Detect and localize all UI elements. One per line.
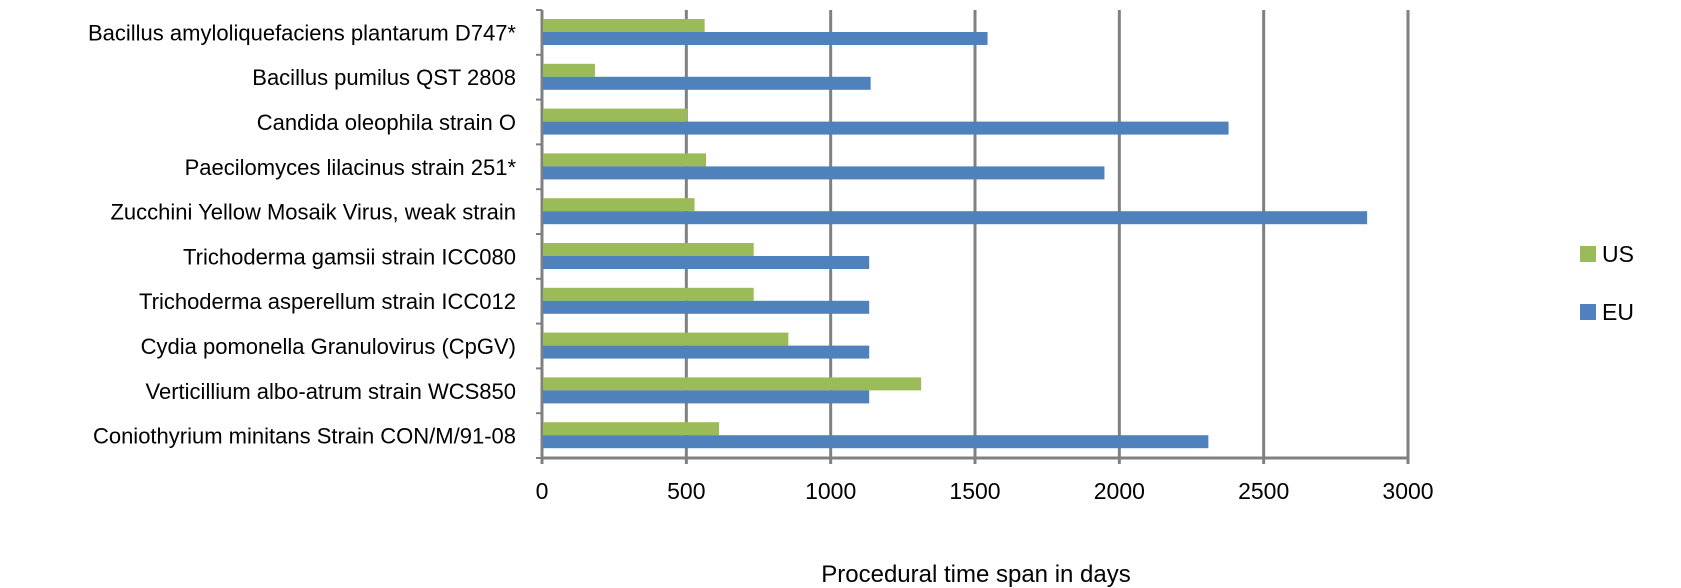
legend-label-us: US	[1602, 241, 1634, 267]
bar-eu-4	[543, 211, 1368, 225]
category-label: Paecilomyces lilacinus strain 251*	[185, 155, 517, 180]
category-label: Zucchini Yellow Mosaik Virus, weak strai…	[110, 200, 516, 225]
category-label: Trichoderma gamsii strain ICC080	[183, 244, 516, 269]
category-label: Cydia pomonella Granulovirus (CpGV)	[141, 334, 516, 359]
x-tick-label: 0	[536, 478, 549, 504]
x-tick-label: 1500	[949, 478, 1000, 504]
bar-eu-6	[543, 300, 870, 314]
bar-eu-3	[543, 166, 1105, 180]
bar-us-7	[543, 332, 789, 346]
bar-us-5	[543, 243, 754, 256]
bar-us-3	[543, 153, 707, 167]
category-labels: Bacillus amyloliquefaciens plantarum D74…	[88, 20, 516, 448]
category-label: Bacillus amyloliquefaciens plantarum D74…	[88, 20, 516, 45]
bar-us-4	[543, 198, 695, 212]
legend: US EU	[1580, 241, 1634, 325]
legend-label-eu: EU	[1602, 299, 1634, 325]
legend-swatch-us	[1580, 246, 1596, 262]
bar-us-6	[543, 287, 754, 301]
bar-eu-9	[543, 435, 1209, 449]
bar-eu-5	[543, 256, 870, 269]
bar-us-8	[543, 377, 922, 391]
x-tick-labels: 0 500 1000 1500 2000 2500 3000	[536, 478, 1434, 504]
bar-us-1	[543, 63, 595, 77]
bar-eu-1	[543, 76, 871, 90]
x-tick-label: 1000	[805, 478, 856, 504]
category-label: Verticillium albo-atrum strain WCS850	[146, 379, 516, 404]
legend-swatch-eu	[1580, 304, 1596, 320]
bar-eu-0	[543, 32, 988, 45]
x-tick-label: 2000	[1094, 478, 1145, 504]
bars	[543, 19, 1368, 449]
x-tick-label: 3000	[1382, 478, 1433, 504]
bar-us-2	[543, 108, 688, 122]
category-label: Bacillus pumilus QST 2808	[252, 65, 516, 90]
bar-us-0	[543, 19, 705, 32]
bar-eu-7	[543, 345, 870, 359]
bar-us-9	[543, 422, 720, 436]
category-label: Trichoderma asperellum strain ICC012	[139, 289, 516, 314]
x-axis-title: Procedural time span in days	[821, 561, 1131, 588]
bar-eu-8	[543, 390, 870, 404]
x-tick-label: 500	[667, 478, 705, 504]
x-tick-label: 2500	[1238, 478, 1289, 504]
category-label: Coniothyrium minitans Strain CON/M/91-08	[93, 424, 516, 449]
bar-eu-2	[543, 121, 1229, 135]
category-label: Candida oleophila strain O	[257, 110, 516, 135]
